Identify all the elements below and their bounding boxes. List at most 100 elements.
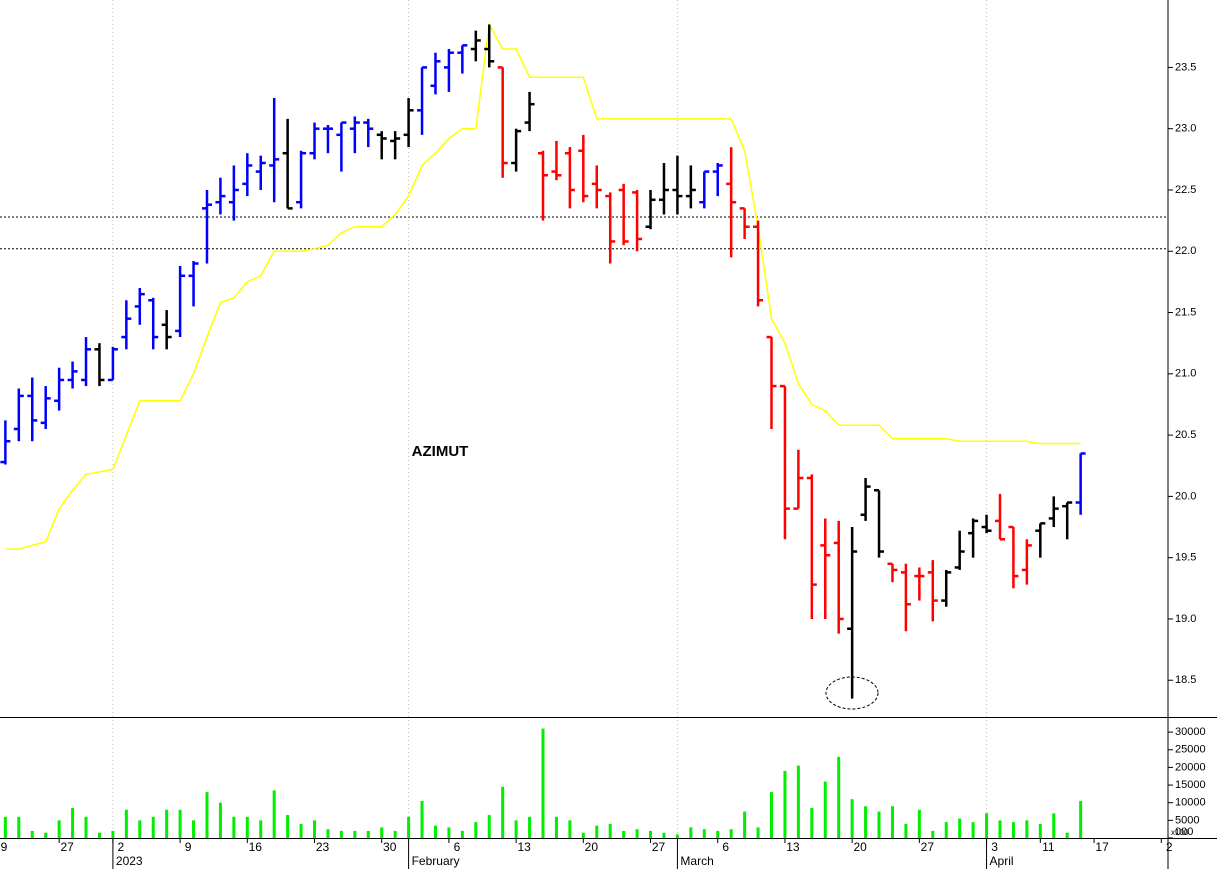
volume-bar <box>622 830 626 838</box>
volume-bar <box>890 806 894 838</box>
volume-bar <box>192 820 196 838</box>
volume-bar <box>931 830 935 838</box>
volume-bar <box>124 809 128 838</box>
volume-bar <box>864 806 868 838</box>
volume-bar <box>1011 822 1015 838</box>
volume-bar <box>433 825 437 838</box>
y-tick-label: 20.0 <box>1175 490 1196 502</box>
volume-bar <box>393 830 397 838</box>
y-tick-label: 21.5 <box>1175 306 1196 318</box>
volume-bar <box>380 827 384 838</box>
y-tick-label: 20.5 <box>1175 429 1196 441</box>
volume-bar <box>514 820 518 838</box>
month-label: February <box>412 854 460 868</box>
y2-tick-label: 000 <box>1175 826 1193 838</box>
volume-bar <box>971 822 975 838</box>
y-tick-label: 21.0 <box>1175 368 1196 380</box>
volume-bar <box>769 792 773 838</box>
volume-bar <box>30 830 34 838</box>
volume-bar <box>985 813 989 838</box>
x-tick-label: 6 <box>454 840 461 854</box>
y-tick-label: 22.0 <box>1175 245 1196 257</box>
volume-bar <box>447 827 451 838</box>
y2-tick-label: 25000 <box>1175 744 1206 756</box>
volume-bar <box>568 820 572 838</box>
volume-bar <box>44 832 48 838</box>
volume-bar <box>97 832 101 838</box>
volume-bar <box>353 830 357 838</box>
volume-bar <box>286 815 290 838</box>
x-tick-label: 13 <box>786 840 800 854</box>
x-tick-label: 27 <box>60 840 74 854</box>
volume-bar <box>541 728 545 838</box>
volume-bar <box>675 834 679 838</box>
volume-bar <box>366 830 370 838</box>
volume-bar <box>662 832 666 838</box>
y2-tick-label: 5000 <box>1175 814 1199 826</box>
volume-bar <box>245 816 249 838</box>
x-tick-label: 9 <box>1 840 8 854</box>
x-tick-label: 6 <box>722 840 729 854</box>
volume-bar <box>850 799 854 838</box>
y2-tick-label: 20000 <box>1175 761 1206 773</box>
month-label: 2023 <box>116 854 143 868</box>
month-label: April <box>990 854 1014 868</box>
volume-bar <box>1025 820 1029 838</box>
volume-bar <box>460 830 464 838</box>
x-tick-label: 13 <box>517 840 531 854</box>
volume-bar <box>487 815 491 838</box>
low-annotation <box>825 676 879 710</box>
volume-bar <box>554 816 558 838</box>
volume-bar <box>1038 823 1042 838</box>
volume-bar <box>3 816 7 838</box>
volume-bar <box>151 816 155 838</box>
volume-bar <box>178 809 182 838</box>
x-tick-label: 23 <box>316 840 330 854</box>
x-tick-label: 3 <box>991 840 998 854</box>
volume-bar <box>299 823 303 838</box>
x-tick-label: 20 <box>853 840 867 854</box>
volume-bar <box>474 822 478 838</box>
volume-bar <box>743 811 747 838</box>
volume-bar <box>756 827 760 838</box>
chart-title: AZIMUT <box>412 443 469 460</box>
volume-bar <box>944 822 948 838</box>
y-tick-label: 18.5 <box>1175 674 1196 686</box>
volume-bar <box>581 832 585 838</box>
volume-bar <box>635 829 639 838</box>
volume-bar <box>420 800 424 838</box>
volume-bar <box>528 816 532 838</box>
volume-bar <box>1065 832 1069 838</box>
volume-bar <box>837 756 841 838</box>
volume-bar <box>232 816 236 838</box>
volume-bar <box>17 816 21 838</box>
x-tick-label: 16 <box>249 840 263 854</box>
y-tick-label: 19.5 <box>1175 552 1196 564</box>
volume-bar <box>998 820 1002 838</box>
volume-bar <box>339 830 343 838</box>
volume-bar <box>313 820 317 838</box>
volume-bar <box>689 827 693 838</box>
x-tick-label: 30 <box>383 840 397 854</box>
x-tick-label: 27 <box>652 840 666 854</box>
volume-bar <box>259 820 263 838</box>
volume-bar <box>138 820 142 838</box>
y2-tick-label: 15000 <box>1175 779 1206 791</box>
x-tick-label: 20 <box>585 840 599 854</box>
volume-bar <box>958 818 962 838</box>
volume-bar <box>810 808 814 838</box>
volume-bar <box>407 816 411 838</box>
y-tick-label: 23.0 <box>1175 123 1196 135</box>
volume-bar <box>716 830 720 838</box>
volume-bar <box>783 770 787 838</box>
volume-bar <box>595 825 599 838</box>
y-tick-label: 22.5 <box>1175 184 1196 196</box>
volume-bar <box>917 809 921 838</box>
y2-tick-label: 10000 <box>1175 797 1206 809</box>
y-tick-label: 23.5 <box>1175 61 1196 73</box>
y-tick-label: 19.0 <box>1175 613 1196 625</box>
x-tick-label: 11 <box>1042 840 1055 854</box>
month-label: March <box>680 854 713 868</box>
volume-bar <box>1052 813 1056 838</box>
